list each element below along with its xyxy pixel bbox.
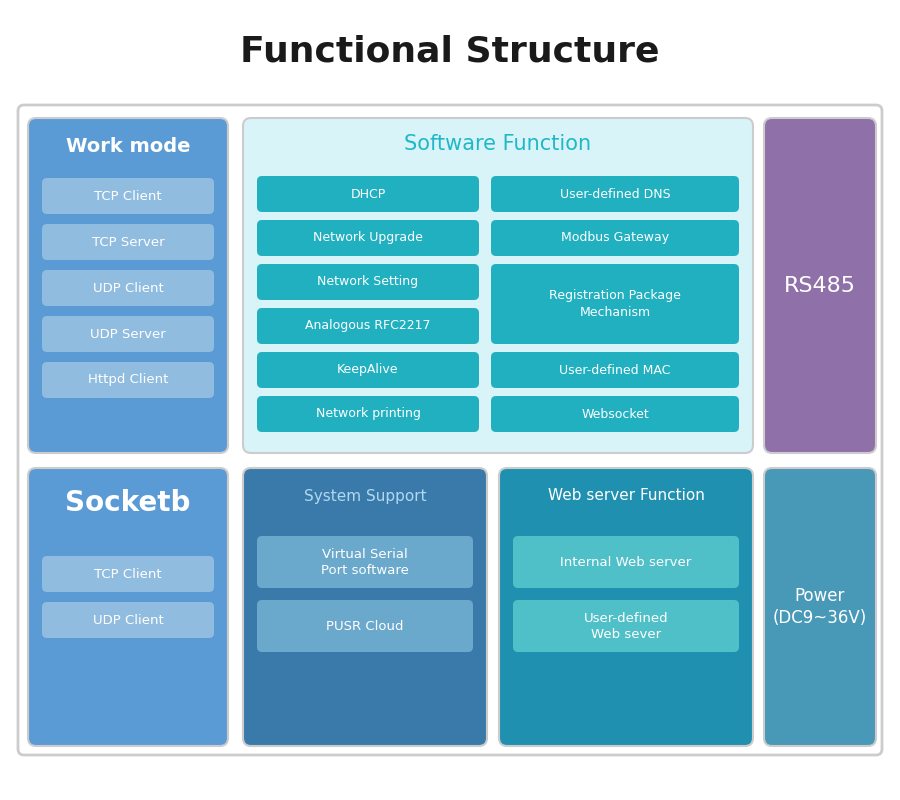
- Text: Virtual Serial
Port software: Virtual Serial Port software: [321, 547, 409, 577]
- FancyBboxPatch shape: [257, 264, 479, 300]
- FancyBboxPatch shape: [513, 536, 739, 588]
- Text: KeepAlive: KeepAlive: [338, 363, 399, 377]
- FancyBboxPatch shape: [28, 468, 228, 746]
- Text: UDP Client: UDP Client: [93, 614, 164, 626]
- Text: Functional Structure: Functional Structure: [240, 35, 660, 69]
- FancyBboxPatch shape: [28, 118, 228, 453]
- Text: TCP Server: TCP Server: [92, 235, 165, 249]
- FancyBboxPatch shape: [42, 362, 214, 398]
- FancyBboxPatch shape: [491, 396, 739, 432]
- FancyBboxPatch shape: [42, 556, 214, 592]
- FancyBboxPatch shape: [499, 468, 753, 746]
- Text: UDP Server: UDP Server: [90, 327, 166, 341]
- FancyBboxPatch shape: [491, 264, 739, 344]
- FancyBboxPatch shape: [257, 352, 479, 388]
- FancyBboxPatch shape: [42, 316, 214, 352]
- Text: Httpd Client: Httpd Client: [88, 374, 168, 386]
- Text: User-defined DNS: User-defined DNS: [560, 187, 670, 201]
- Text: System Support: System Support: [303, 489, 427, 503]
- FancyBboxPatch shape: [257, 176, 479, 212]
- Text: User-defined
Web sever: User-defined Web sever: [584, 611, 669, 641]
- Text: Websocket: Websocket: [581, 407, 649, 421]
- FancyBboxPatch shape: [491, 352, 739, 388]
- Text: PUSR Cloud: PUSR Cloud: [326, 619, 404, 633]
- FancyBboxPatch shape: [42, 270, 214, 306]
- FancyBboxPatch shape: [257, 600, 473, 652]
- Text: Network Setting: Network Setting: [318, 275, 418, 289]
- Text: Modbus Gateway: Modbus Gateway: [561, 231, 669, 245]
- Text: Network Upgrade: Network Upgrade: [313, 231, 423, 245]
- FancyBboxPatch shape: [243, 118, 753, 453]
- FancyBboxPatch shape: [764, 468, 876, 746]
- FancyBboxPatch shape: [257, 396, 479, 432]
- FancyBboxPatch shape: [764, 118, 876, 453]
- Text: Socketb: Socketb: [66, 489, 191, 517]
- FancyBboxPatch shape: [257, 536, 473, 588]
- FancyBboxPatch shape: [491, 220, 739, 256]
- Text: TCP Client: TCP Client: [94, 567, 162, 581]
- FancyBboxPatch shape: [42, 224, 214, 260]
- Text: User-defined MAC: User-defined MAC: [559, 363, 670, 377]
- Text: Web server Function: Web server Function: [547, 489, 705, 503]
- FancyBboxPatch shape: [42, 602, 214, 638]
- Text: Registration Package
Mechanism: Registration Package Mechanism: [549, 290, 681, 318]
- Text: UDP Client: UDP Client: [93, 282, 164, 294]
- FancyBboxPatch shape: [243, 468, 487, 746]
- Text: Internal Web server: Internal Web server: [561, 555, 691, 569]
- Text: TCP Client: TCP Client: [94, 190, 162, 202]
- Text: DHCP: DHCP: [350, 187, 385, 201]
- FancyBboxPatch shape: [257, 308, 479, 344]
- FancyBboxPatch shape: [42, 178, 214, 214]
- Text: Analogous RFC2217: Analogous RFC2217: [305, 319, 431, 333]
- FancyBboxPatch shape: [257, 220, 479, 256]
- Text: Work mode: Work mode: [66, 137, 190, 155]
- Text: Network printing: Network printing: [316, 407, 420, 421]
- FancyBboxPatch shape: [513, 600, 739, 652]
- Text: RS485: RS485: [784, 275, 856, 295]
- Text: Power
(DC9~36V): Power (DC9~36V): [773, 587, 867, 627]
- Text: Software Function: Software Function: [404, 134, 591, 154]
- FancyBboxPatch shape: [18, 105, 882, 755]
- FancyBboxPatch shape: [491, 176, 739, 212]
